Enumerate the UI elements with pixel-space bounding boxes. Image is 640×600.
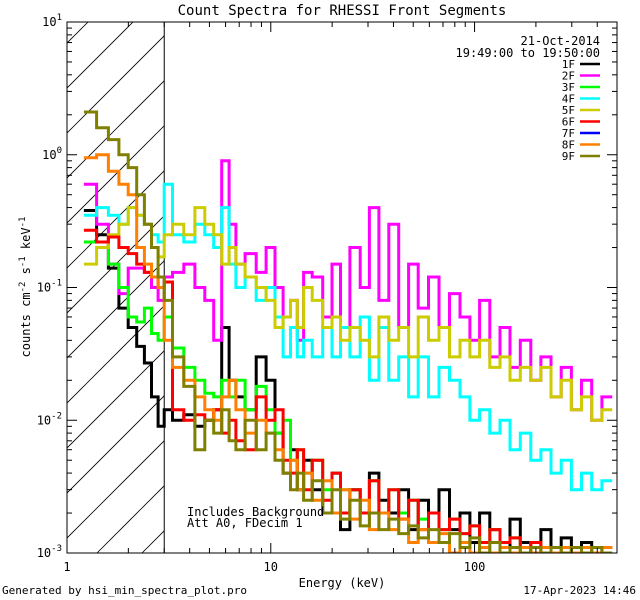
chart-title: Count Spectra for RHESSI Front Segments <box>178 3 507 19</box>
annotation-attenuator: Att A0, FDecim 1 <box>187 516 303 530</box>
legend-label-2F: 2F <box>562 70 575 83</box>
legend-label-5F: 5F <box>562 104 575 117</box>
hatch-line <box>67 350 165 449</box>
series-9F <box>83 110 613 553</box>
footer-timestamp: 17-Apr-2023 14:46 <box>523 584 636 597</box>
hatch-line <box>0 0 72 553</box>
series-4F <box>83 182 613 492</box>
hatch-line <box>67 35 165 134</box>
y-tick-label: 100 <box>42 146 62 162</box>
hatch-line <box>67 440 165 539</box>
legend-label-6F: 6F <box>562 116 575 129</box>
series-2F <box>83 159 613 422</box>
footer-generated-by: Generated by hsi_min_spectra_plot.pro <box>2 584 247 597</box>
hatch-line <box>67 260 165 359</box>
y-tick-label: 101 <box>42 13 62 29</box>
x-tick-label: 100 <box>464 560 486 574</box>
legend-label-3F: 3F <box>562 81 575 94</box>
y-tick-labels: 10-3 10-2 10-1 100 101 <box>37 13 62 560</box>
y-axis-label: counts cm-2 s-1 keV-1 <box>18 217 33 358</box>
series-group <box>83 110 613 553</box>
hatch-line <box>67 215 165 314</box>
hatch-line <box>67 22 134 89</box>
time-range-label: 19:49:00 to 19:50:00 <box>456 46 601 60</box>
x-tick-label: 10 <box>264 560 278 574</box>
legend-label-8F: 8F <box>562 139 575 152</box>
x-tick-label: 1 <box>63 560 70 574</box>
date-label: 21-Oct-2014 <box>521 34 600 48</box>
legend-label-1F: 1F <box>562 58 575 71</box>
y-tick-label: 10-3 <box>37 544 62 560</box>
y-tick-label: 10-1 <box>37 279 62 295</box>
legend-label-9F: 9F <box>562 150 575 163</box>
legend-label-7F: 7F <box>562 127 575 140</box>
y-tick-label: 10-2 <box>37 411 62 427</box>
x-tick-labels: 1 10 100 <box>63 560 485 574</box>
x-axis-label: Energy (keV) <box>299 576 386 590</box>
hatch-line <box>67 80 165 179</box>
hatch-line <box>67 22 89 44</box>
series-1F <box>83 209 613 553</box>
legend-label-4F: 4F <box>562 93 575 106</box>
axis-ticks <box>66 22 618 554</box>
series-5F <box>83 206 613 422</box>
hatch-line <box>67 395 165 494</box>
annotation-background: Includes Background <box>187 505 324 519</box>
